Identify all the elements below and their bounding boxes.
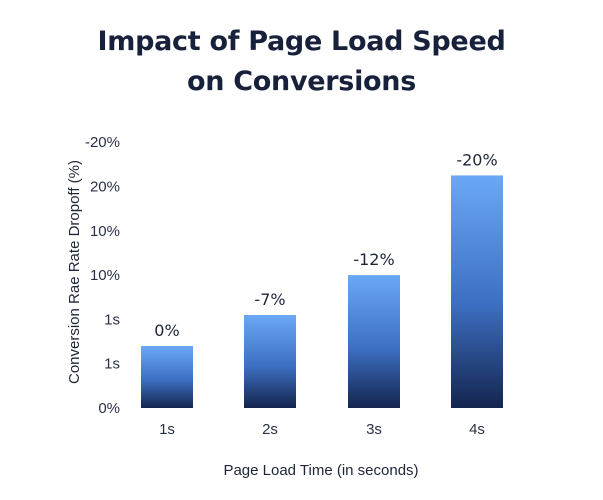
x-tick-label: 1s bbox=[159, 421, 175, 438]
y-tick-label: -20% bbox=[85, 134, 120, 151]
bar bbox=[244, 314, 296, 408]
y-tick-label: 1s bbox=[104, 311, 120, 328]
bar bbox=[348, 275, 400, 408]
bar-value-label: -12% bbox=[353, 250, 394, 269]
y-tick-label: 0% bbox=[98, 400, 120, 417]
bars-group bbox=[141, 175, 503, 408]
bar-value-label: -7% bbox=[254, 290, 285, 309]
bar-value-label: 0% bbox=[154, 321, 179, 340]
bar bbox=[141, 345, 193, 408]
bar-value-label: -20% bbox=[456, 150, 497, 169]
chart-title: Impact of Page Load Speed on Conversions bbox=[0, 22, 603, 102]
x-tick-label: 4s bbox=[469, 421, 485, 438]
data-labels-group: 0% -7% -12% -20% bbox=[154, 150, 497, 340]
chart-title-line-2: on Conversions bbox=[187, 66, 416, 97]
x-tick-label: 2s bbox=[262, 421, 278, 438]
y-tick-label: 1s bbox=[104, 356, 120, 373]
x-axis-ticks: 1s 2s 3s 4s bbox=[159, 421, 485, 438]
x-tick-label: 3s bbox=[366, 421, 382, 438]
chart-title-line-1: Impact of Page Load Speed bbox=[97, 26, 506, 57]
y-axis-title: Conversion Rae Rate Dropoff (%) bbox=[66, 160, 83, 384]
x-axis-title: Page Load Time (in seconds) bbox=[223, 462, 418, 479]
y-tick-label: 20% bbox=[90, 179, 120, 196]
bar bbox=[451, 175, 503, 408]
y-tick-label: 10% bbox=[90, 223, 120, 240]
y-axis-ticks: 0% 1s 1s 10% 10% 20% -20% bbox=[85, 134, 120, 417]
y-tick-label: 10% bbox=[90, 267, 120, 284]
